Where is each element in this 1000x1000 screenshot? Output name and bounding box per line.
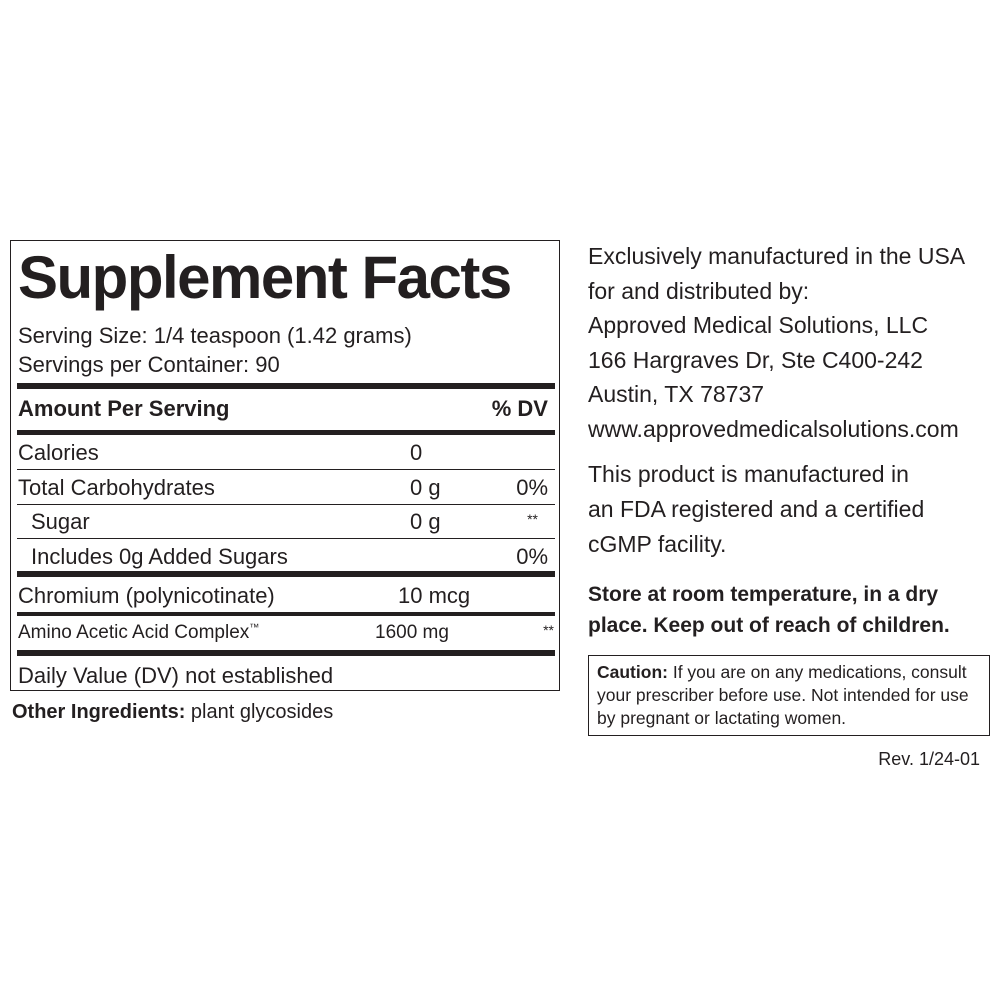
row-name: Total Carbohydrates [18,475,215,500]
address-line: for and distributed by: [588,277,810,304]
caution-box: Caution: If you are on any medications, … [588,655,990,736]
rule [17,383,555,389]
row-name: Amino Acetic Acid Complex™ [18,623,259,642]
address-line: Exclusively manufactured in the USA [588,243,966,269]
rule [17,538,555,539]
revision: Rev. 1/24-01 [878,749,980,769]
row-amount: 10 mcg [398,583,471,608]
serving-size: Serving Size: 1/4 teaspoon (1.42 grams) [18,323,412,348]
other-ingredients: Other Ingredients: plant glycosides [12,702,333,722]
header-dv: % DV [491,396,548,421]
facility-line: cGMP facility. [588,531,727,557]
address-line: www.approvedmedicalsolutions.com [588,415,959,442]
row-amount: 0 [410,440,423,465]
facts-box [10,240,560,691]
row-amount: 1600 mg [375,622,449,643]
row-dv: ** [527,511,538,527]
facility-line: This product is manufactured in [588,461,909,487]
rule [17,571,555,577]
row-name: Sugar [31,509,90,534]
address-line: Approved Medical Solutions, LLC [588,312,929,338]
rule [17,430,555,435]
other-text: plant glycosides [190,701,334,723]
row-name: Includes 0g Added Sugars [31,544,288,569]
servings: Servings per Container: 90 [18,352,280,377]
trademark: ™ [249,622,260,634]
address-line: Austin, TX 78737 [588,381,765,407]
row-amount: 0 g [410,475,441,500]
header-amount: Amount Per Serving [18,396,230,421]
caution-text: If you are on any medications, consult y… [597,662,969,728]
storage-line: place. Keep out of reach of children. [588,614,950,637]
address-line: 166 Hargraves Dr, Ste C400-242 [588,346,923,373]
row-name: Chromium (polynicotinate) [18,583,275,608]
row-name-text: Amino Acetic Acid Complex [18,622,250,643]
facility-line: an FDA registered and a certified [588,496,925,522]
title: Supplement Facts [18,244,512,311]
rule [17,650,555,656]
storage-line: Store at room temperature, in a dry [588,583,939,606]
rule [17,504,555,505]
other-label: Other Ingredients: [12,701,186,723]
row-dv: ** [543,622,554,638]
row-amount: 0 g [410,509,441,534]
footnote: Daily Value (DV) not established [18,663,334,688]
row-dv: 0% [516,544,548,569]
rule [17,612,555,616]
row-dv: 0% [516,475,548,500]
rule [17,469,555,470]
caution-label: Caution: [597,662,668,682]
row-name: Calories [18,440,99,465]
